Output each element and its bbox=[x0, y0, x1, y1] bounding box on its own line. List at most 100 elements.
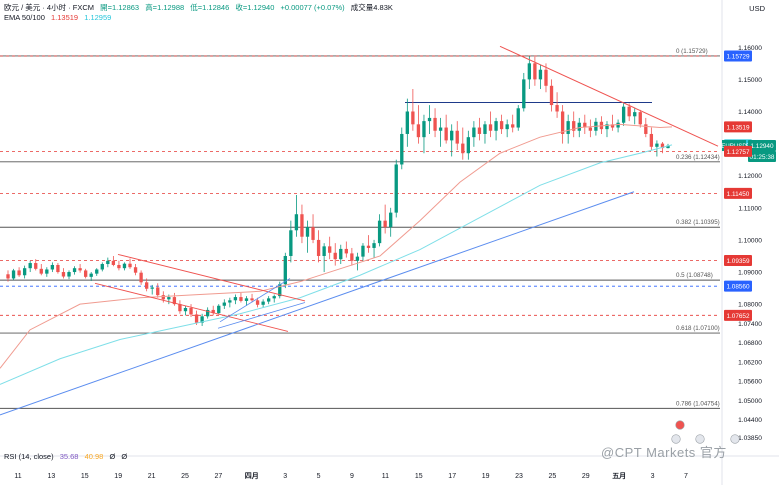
candle-body bbox=[527, 63, 532, 80]
candle-body bbox=[505, 124, 509, 130]
candle-body bbox=[461, 143, 465, 154]
candle-body bbox=[555, 105, 559, 112]
candle-body bbox=[139, 272, 143, 283]
y-tick-label: 1.07400 bbox=[738, 321, 762, 328]
candle-body bbox=[538, 69, 543, 80]
candle-body bbox=[194, 314, 199, 323]
candle-body bbox=[133, 267, 138, 273]
candle-body bbox=[261, 301, 265, 305]
candle-body bbox=[511, 124, 515, 128]
y-tick-label: 1.12000 bbox=[738, 173, 762, 180]
candle-body bbox=[111, 260, 116, 265]
fib-label: 0.5 (1.08748) bbox=[676, 272, 713, 279]
candle-body bbox=[450, 130, 454, 141]
candle-body bbox=[644, 124, 648, 134]
candle-body bbox=[416, 124, 421, 138]
price-tag-bg bbox=[724, 280, 752, 292]
y-tick-label: 1.06800 bbox=[738, 340, 762, 347]
candle-body bbox=[122, 263, 127, 269]
candle-body bbox=[610, 124, 615, 128]
y-tick-label: 1.15000 bbox=[738, 77, 762, 84]
candle-body bbox=[189, 308, 193, 315]
candle-body bbox=[34, 263, 38, 269]
candle-body bbox=[516, 108, 520, 128]
small-channel-bottom bbox=[217, 302, 306, 329]
price-tag-label: 1.13519 bbox=[726, 124, 750, 131]
candle-body bbox=[494, 121, 498, 131]
y-tick-label: 1.11000 bbox=[738, 205, 762, 212]
candle-body bbox=[233, 297, 238, 301]
candle-body bbox=[627, 106, 631, 117]
x-tick-label: 五月 bbox=[612, 472, 626, 480]
x-tick-label: 四月 bbox=[245, 472, 259, 480]
candle-body bbox=[566, 121, 570, 134]
event-flag-icon bbox=[671, 434, 681, 444]
candle-body bbox=[466, 137, 470, 154]
symbol-label[interactable]: 欧元 / 美元 · 4小时 · FXCM bbox=[4, 3, 94, 12]
x-tick-label: 3 bbox=[651, 473, 655, 480]
x-tick-label: 25 bbox=[181, 473, 189, 480]
x-tick-label: 29 bbox=[582, 473, 590, 480]
y-tick-label: 1.05000 bbox=[738, 398, 762, 405]
candle-body bbox=[655, 143, 659, 147]
price-tag-bg bbox=[748, 140, 776, 152]
event-flag-icon bbox=[730, 434, 740, 444]
event-flag-icon bbox=[695, 434, 705, 444]
open-label: 開=1.12863 bbox=[100, 3, 140, 12]
watermark: @CPT Markets 官方 bbox=[601, 445, 727, 460]
price-tag-bg bbox=[724, 255, 752, 267]
candle-body bbox=[316, 239, 321, 256]
ema100-value: 1.12959 bbox=[84, 13, 112, 22]
channel-lower-line bbox=[94, 282, 289, 332]
candle-body bbox=[394, 164, 398, 213]
price-tag-bg bbox=[724, 121, 752, 133]
candle-body bbox=[328, 246, 332, 253]
candle-body bbox=[272, 296, 276, 299]
price-tag-label: 1.11450 bbox=[727, 191, 750, 198]
candle-body bbox=[344, 248, 348, 254]
candle-body bbox=[433, 117, 437, 131]
low-label: 低=1.12846 bbox=[190, 3, 230, 12]
candle-body bbox=[522, 79, 526, 109]
candle-body bbox=[499, 121, 504, 130]
candle-body bbox=[239, 297, 243, 301]
candle-body bbox=[649, 133, 654, 147]
symbol-tag-bg bbox=[722, 140, 746, 152]
candle-body bbox=[283, 255, 287, 285]
y-tick-label: 1.10000 bbox=[738, 237, 762, 244]
price-tag-label: 1.09359 bbox=[726, 258, 750, 265]
candle-body bbox=[250, 298, 254, 301]
candle-body bbox=[366, 245, 371, 248]
candle-body bbox=[56, 264, 60, 273]
candle-body bbox=[477, 127, 482, 134]
ohlc-header: 欧元 / 美元 · 4小时 · FXCM 開=1.12863 高=1.12988… bbox=[4, 3, 397, 13]
rsi-ma-value: 40.98 bbox=[84, 452, 104, 461]
y-tick-label: 1.14000 bbox=[738, 109, 762, 116]
candle-body bbox=[156, 287, 160, 296]
candle-body bbox=[472, 127, 476, 138]
fib-label: 0.236 (1.12434) bbox=[676, 154, 720, 161]
x-tick-label: 17 bbox=[448, 473, 456, 480]
candle-body bbox=[605, 124, 609, 130]
candle-body bbox=[305, 227, 310, 237]
candle-body bbox=[294, 214, 299, 231]
x-tick-label: 21 bbox=[148, 473, 156, 480]
x-tick-label: 9 bbox=[350, 473, 354, 480]
candle-body bbox=[355, 256, 360, 261]
candle-body bbox=[11, 270, 16, 279]
ema100-line bbox=[0, 144, 673, 385]
candle-body bbox=[372, 243, 376, 248]
x-tick-label: 15 bbox=[415, 473, 423, 480]
rsi-title[interactable]: RSI (14, close) bbox=[4, 452, 54, 461]
candle-body bbox=[483, 124, 487, 134]
candle-body bbox=[67, 272, 71, 277]
volume-label: 成交量4.83K bbox=[350, 3, 393, 12]
candle-body bbox=[17, 270, 21, 276]
candle-body bbox=[45, 269, 49, 274]
ema-title[interactable]: EMA 50/100 bbox=[4, 13, 45, 22]
candle-body bbox=[39, 268, 43, 274]
candle-body bbox=[444, 127, 448, 141]
candle-body bbox=[255, 300, 260, 305]
